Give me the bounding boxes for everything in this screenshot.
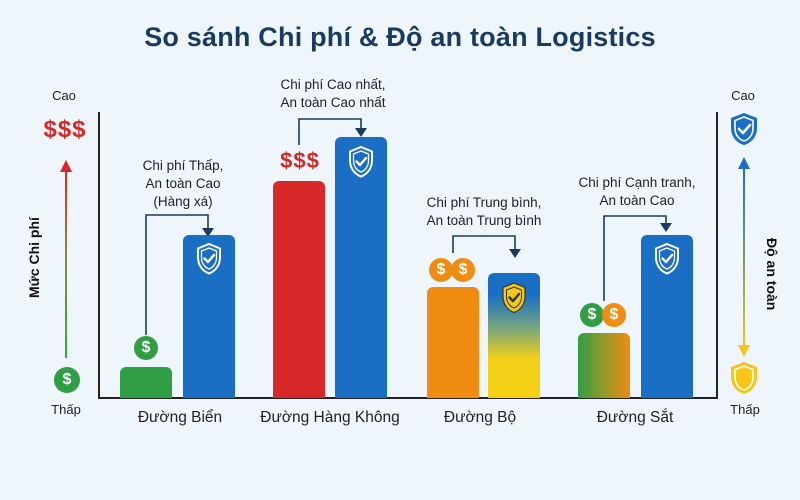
connector-arrow-icon bbox=[447, 233, 527, 265]
cost-axis-arrow-icon bbox=[58, 160, 74, 360]
connector-arrow-icon bbox=[598, 213, 678, 303]
annotation-duong-bo: Chi phí Trung bình, An toàn Trung bình bbox=[426, 195, 542, 228]
shield-check-icon bbox=[195, 242, 223, 276]
right-axis-line bbox=[716, 112, 718, 399]
shield-check-icon bbox=[653, 242, 681, 276]
category-label-duong-bien: Đường Biển bbox=[137, 409, 223, 426]
x-axis-baseline bbox=[98, 397, 718, 399]
low-cost-icon: $ bbox=[54, 367, 80, 393]
category-label-duong-bo: Đường Bộ bbox=[443, 409, 517, 426]
cost-dollar-icon: $ bbox=[580, 303, 604, 327]
left-axis-line bbox=[98, 112, 100, 399]
left-axis-top-label: Cao bbox=[52, 88, 76, 103]
right-axis-top-label: Cao bbox=[731, 88, 755, 103]
right-axis-title: Độ an toàn bbox=[764, 238, 780, 311]
right-axis-bottom-label: Thấp bbox=[730, 402, 760, 417]
annotation-duong-sat: Chi phí Cạnh tranh, An toàn Cao bbox=[578, 175, 696, 208]
left-axis-bottom-label: Thấp bbox=[51, 402, 81, 417]
connector-arrow-icon bbox=[140, 212, 220, 337]
safety-bar-duong-bo[interactable] bbox=[488, 273, 540, 398]
safety-bar-duong-bien[interactable] bbox=[183, 235, 235, 398]
low-safety-shield-icon bbox=[730, 361, 758, 395]
cost-bar-duong-bien[interactable] bbox=[120, 367, 172, 398]
cost-bar-duong-sat[interactable] bbox=[578, 333, 630, 398]
safety-bar-duong-hang-khong[interactable] bbox=[335, 137, 387, 398]
cost-dollar-icon: $ bbox=[451, 258, 475, 282]
safety-axis-arrow-icon bbox=[737, 157, 751, 357]
cost-bar-duong-bo[interactable] bbox=[427, 287, 479, 398]
shield-check-icon bbox=[500, 281, 528, 315]
category-label-duong-hang-khong: Đường Hàng Không bbox=[260, 409, 400, 426]
chart-title: So sánh Chi phí & Độ an toàn Logistics bbox=[144, 22, 656, 52]
connector-arrow-icon bbox=[293, 116, 373, 146]
annotation-duong-hang-khong: Chi phí Cao nhất, An toàn Cao nhất bbox=[280, 77, 386, 110]
cost-dollar-icon: $$$ bbox=[280, 148, 320, 173]
cost-dollar-icon: $ bbox=[134, 336, 158, 360]
cost-dollar-icon: $ bbox=[429, 258, 453, 282]
high-safety-shield-icon bbox=[730, 112, 758, 146]
high-cost-icon: $$$ bbox=[43, 116, 87, 143]
category-label-duong-sat: Đường Sắt bbox=[596, 409, 674, 426]
safety-bar-duong-sat[interactable] bbox=[641, 235, 693, 398]
cost-dollar-icon: $ bbox=[602, 303, 626, 327]
left-axis-title: Mức Chi phí bbox=[26, 217, 42, 298]
shield-check-icon bbox=[347, 145, 375, 179]
annotation-duong-bien: Chi phí Thấp, An toàn Cao (Hàng xá) bbox=[142, 158, 224, 209]
cost-bar-duong-hang-khong[interactable] bbox=[273, 181, 325, 398]
